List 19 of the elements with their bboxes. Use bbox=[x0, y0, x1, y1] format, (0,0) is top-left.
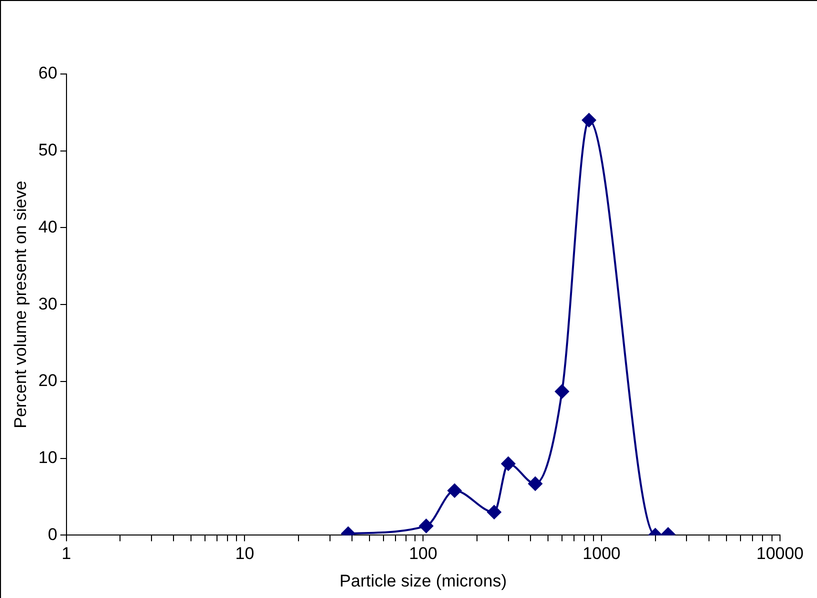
y-tick-label: 10 bbox=[38, 448, 58, 468]
y-tick-label: 30 bbox=[38, 294, 58, 314]
y-tick-label: 0 bbox=[48, 524, 58, 544]
x-axis-title: Particle size (microns) bbox=[340, 571, 507, 590]
x-tick-label: 10000 bbox=[756, 544, 804, 564]
point bbox=[528, 476, 542, 491]
point bbox=[554, 384, 569, 398]
point bbox=[448, 484, 462, 498]
x-tick-label: 1000 bbox=[582, 544, 620, 564]
y-tick-label: 50 bbox=[38, 140, 58, 160]
x-tick-label: 10 bbox=[235, 544, 254, 564]
y-tick-label: 60 bbox=[38, 64, 58, 83]
point bbox=[501, 456, 516, 471]
y-axis-title: Percent volume present on sieve bbox=[10, 180, 30, 428]
point bbox=[582, 113, 596, 128]
x-tick-label: 100 bbox=[408, 544, 438, 564]
y-tick-label: 20 bbox=[38, 371, 58, 390]
y-tick-label: 40 bbox=[38, 217, 58, 236]
x-tick-label: 1 bbox=[62, 544, 72, 564]
